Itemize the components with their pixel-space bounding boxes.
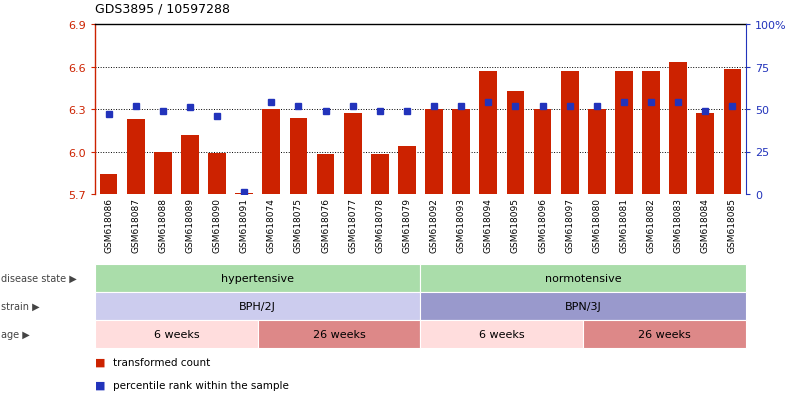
Text: GSM618096: GSM618096 [538,198,547,253]
Text: BPH/2J: BPH/2J [239,301,276,311]
Text: transformed count: transformed count [113,357,210,367]
Text: ■: ■ [95,380,106,390]
Text: GSM618092: GSM618092 [429,198,439,253]
Text: ■: ■ [95,357,106,367]
Bar [344,114,361,195]
Text: GSM618094: GSM618094 [484,198,493,253]
Bar [208,154,226,195]
Bar [100,175,118,195]
Text: GSM618089: GSM618089 [186,198,195,253]
Text: 6 weeks: 6 weeks [154,329,199,339]
Text: GSM618090: GSM618090 [212,198,222,253]
Text: GSM618080: GSM618080 [592,198,602,253]
Bar [453,110,470,195]
Text: GSM618082: GSM618082 [646,198,655,253]
Text: GSM618076: GSM618076 [321,198,330,253]
Bar [425,110,443,195]
Bar [506,91,524,195]
Text: GSM618074: GSM618074 [267,198,276,253]
Bar [235,193,253,195]
Text: GSM618097: GSM618097 [566,198,574,253]
Text: GSM618077: GSM618077 [348,198,357,253]
Text: GSM618081: GSM618081 [619,198,629,253]
Bar [697,114,714,195]
Text: GSM618083: GSM618083 [674,198,682,253]
Bar [181,135,199,195]
Text: GSM618088: GSM618088 [159,198,167,253]
Bar [290,118,308,195]
Bar [723,70,741,195]
Text: GSM618093: GSM618093 [457,198,465,253]
Text: GSM618095: GSM618095 [511,198,520,253]
Text: GSM618087: GSM618087 [131,198,140,253]
Text: GSM618079: GSM618079 [402,198,412,253]
Bar [154,152,171,195]
Text: GSM618091: GSM618091 [239,198,248,253]
Text: GDS3895 / 10597288: GDS3895 / 10597288 [95,2,230,15]
Text: GSM618078: GSM618078 [376,198,384,253]
Bar [263,110,280,195]
Bar [316,155,334,195]
Text: age ▶: age ▶ [1,329,30,339]
Text: strain ▶: strain ▶ [1,301,39,311]
Text: percentile rank within the sample: percentile rank within the sample [113,380,288,390]
Text: 26 weeks: 26 weeks [312,329,365,339]
Bar [670,63,687,195]
Text: disease state ▶: disease state ▶ [1,273,77,283]
Bar [480,71,497,195]
Bar [561,71,578,195]
Bar [398,147,416,195]
Bar [642,71,660,195]
Bar [615,71,633,195]
Text: GSM618084: GSM618084 [701,198,710,253]
Text: GSM618086: GSM618086 [104,198,113,253]
Bar [588,110,606,195]
Bar [371,155,388,195]
Text: GSM618075: GSM618075 [294,198,303,253]
Text: normotensive: normotensive [545,273,622,283]
Bar [533,110,551,195]
Bar [127,120,144,195]
Text: BPN/3J: BPN/3J [565,301,602,311]
Text: GSM618085: GSM618085 [728,198,737,253]
Text: hypertensive: hypertensive [221,273,294,283]
Text: 26 weeks: 26 weeks [638,329,691,339]
Text: 6 weeks: 6 weeks [479,329,525,339]
